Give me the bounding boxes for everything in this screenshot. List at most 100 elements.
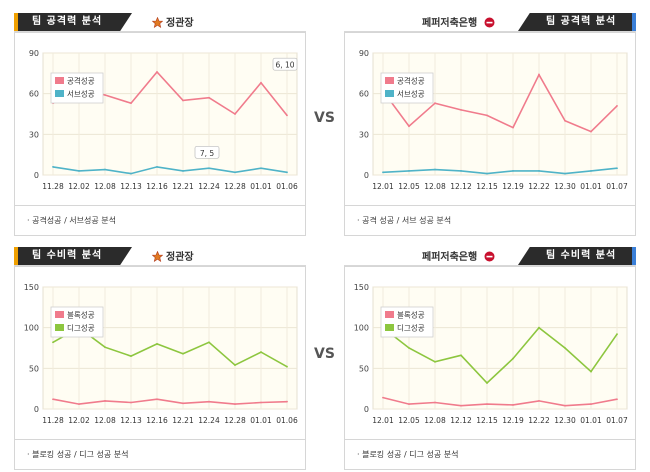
x-tick-label: 12.12 [450,416,472,425]
legend-label: 블록성공 [397,311,425,320]
data-point [78,403,80,406]
data-point [130,172,132,175]
x-tick-label: 12.24 [198,416,220,425]
data-point [590,170,592,172]
chart-footer: · 공격 성공 / 서브 성공 분석 [344,206,636,236]
x-tick-label: 01.01 [580,416,602,425]
data-point [234,171,236,174]
x-tick-label: 12.19 [502,416,524,425]
x-tick-label: 12.08 [424,416,446,425]
data-point [260,81,262,84]
tab-defense-analysis[interactable]: 팀 수비력 분석 [518,247,636,265]
y-tick-label: 30 [359,130,369,139]
x-tick-label: 01.06 [276,182,298,191]
team-label: 페퍼저축은행 [422,248,498,263]
series-line [382,326,618,385]
data-point [104,94,106,96]
x-tick-label: 12.13 [120,416,142,425]
tab-defense-analysis[interactable]: 팀 수비력 분석 [14,247,132,265]
x-tick-label: 12.22 [528,416,550,425]
data-point [382,171,384,174]
data-point [408,170,410,172]
annotation-box [194,145,220,159]
data-point [460,170,462,172]
x-tick-label: 01.01 [250,182,272,191]
annotation-label: 7, 5 [200,149,215,158]
data-point [182,99,184,102]
y-tick-label: 150 [24,283,39,292]
data-point [130,355,132,358]
team-name: 정관장 [166,18,194,29]
x-tick-label: 12.12 [450,182,472,191]
data-point [182,402,184,405]
data-point [434,360,436,363]
annotation-box [272,57,298,71]
data-point [460,354,462,357]
x-tick-label: 01.01 [250,416,272,425]
chart-box: 0 50 100 150 11.28 12.02 12.08 12.13 12.16 12.21 1… [14,266,306,440]
data-point [564,119,566,122]
data-point [538,73,540,76]
panel-header: 페퍼저축은행 팀 공격력 분석 [344,10,636,32]
data-point [104,168,106,171]
y-tick-label: 0 [34,171,39,180]
data-point [52,165,54,168]
data-point [208,400,210,403]
x-tick-label: 12.05 [398,416,420,425]
data-point [208,341,210,344]
x-tick-label: 12.22 [528,182,550,191]
data-point [104,399,106,402]
vs-label: VS [314,110,335,126]
data-point [434,168,436,171]
data-point [52,398,54,401]
data-point [616,167,618,170]
x-tick-label: 12.01 [372,416,394,425]
series-line [52,398,288,405]
x-tick-label: 12.28 [224,416,246,425]
attack-chart: 0 30 60 90 11.28 12.02 12.08 12.13 12.16 12.21 12.… [29,49,298,191]
legend-swatch [385,90,394,97]
chart-footer: · 블로킹 성공 / 디그 성공 분석 [14,440,306,470]
team-name: 정관장 [166,252,194,263]
pepper-emblem-icon [484,251,495,262]
tab-attack-analysis[interactable]: 팀 공격력 분석 [518,13,636,31]
team-label: 페퍼저축은행 [422,14,498,29]
legend-label: 디그성공 [397,324,425,333]
data-point [78,170,80,172]
data-point [460,404,462,407]
data-point [286,114,288,117]
data-point [156,71,158,73]
data-point [182,352,184,355]
chart-footer: · 공격성공 / 서브성공 분석 [14,206,306,236]
data-point [382,396,384,399]
plot-area [372,52,628,176]
series-line [52,166,288,175]
data-point [486,172,488,175]
team-name: 페퍼저축은행 [422,18,478,29]
data-point [460,109,462,111]
x-tick-label: 12.02 [68,182,90,191]
data-point [408,125,410,128]
y-tick-label: 90 [359,49,369,58]
y-tick-label: 50 [29,364,39,373]
x-tick-label: 12.24 [198,182,220,191]
legend-swatch [55,90,64,97]
tab-attack-analysis[interactable]: 팀 공격력 분석 [14,13,132,31]
data-point [104,346,106,349]
data-point [434,401,436,404]
data-point [208,167,210,170]
x-tick-label: 12.19 [502,182,524,191]
star-emblem-icon [151,250,164,262]
x-tick-label: 12.30 [554,416,576,425]
chart-box: 0 50 100 150 12.01 12.05 12.08 12.12 12.15 12.19 1… [344,266,636,440]
data-point [616,398,618,401]
y-tick-label: 0 [364,405,369,414]
data-point [512,404,514,406]
data-point [260,401,262,404]
x-tick-label: 12.16 [146,182,168,191]
x-tick-label: 01.07 [606,182,628,191]
data-point [234,364,236,366]
pepper-emblem-icon [484,17,495,28]
